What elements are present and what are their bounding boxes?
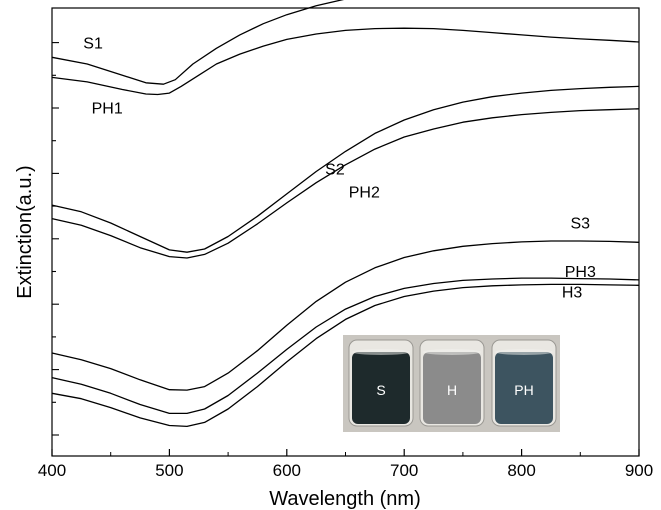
series-label-ph3: PH3 [565, 264, 596, 281]
x-tick-label: 400 [38, 461, 66, 480]
x-tick-label: 500 [155, 461, 183, 480]
vial-label-h: H [447, 382, 457, 398]
series-line-h3 [51, 283, 640, 428]
x-tick-label: 800 [507, 461, 535, 480]
vial-meniscus [423, 349, 481, 355]
vial-meniscus [352, 349, 410, 355]
series-line-ph2 [51, 108, 640, 259]
vial-liquid [495, 352, 553, 424]
x-tick-label: 600 [273, 461, 301, 480]
series-line-ph3 [51, 277, 640, 415]
vial-label-s: S [376, 382, 385, 398]
x-tick-label: 900 [625, 461, 653, 480]
series-line-s2 [51, 85, 640, 253]
series-label-s2: S2 [325, 162, 345, 179]
series-label-s1: S1 [83, 35, 103, 52]
x-tick-label: 700 [390, 461, 418, 480]
series-lines [51, 0, 640, 428]
vials-inset-photo: S H PH [343, 335, 560, 432]
series-label-ph2: PH2 [349, 185, 380, 202]
series-line-s3 [51, 240, 640, 391]
vial-label-ph: PH [514, 382, 533, 398]
series-label-ph1: PH1 [92, 100, 123, 117]
x-axis-title: Wavelength (nm) [269, 488, 421, 510]
series-line-ph1 [51, 27, 640, 96]
vials: S H PH [348, 339, 557, 427]
vial-meniscus [495, 349, 553, 355]
vial-liquid [423, 352, 481, 424]
y-axis-title: Extinction(a.u.) [14, 165, 36, 298]
vial-liquid [352, 352, 410, 424]
series-line-s1 [51, 0, 345, 85]
y-axis-ticks [52, 42, 59, 436]
series-label-h3: H3 [562, 284, 583, 301]
x-axis-ticks: 400 500 600 700 800 900 [38, 449, 653, 480]
series-label-s3: S3 [571, 215, 591, 232]
